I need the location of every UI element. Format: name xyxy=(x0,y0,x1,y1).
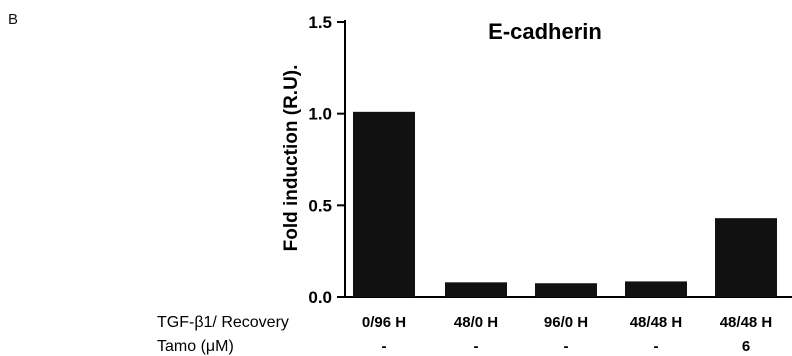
y-ticks: 0.0 0.5 1.0 1.5 xyxy=(308,13,345,307)
bar xyxy=(625,281,687,297)
x-tick-label: 48/48 H xyxy=(720,314,773,331)
bar xyxy=(445,282,507,297)
row-value: 6 xyxy=(742,338,750,355)
panel-letter: B xyxy=(8,11,18,28)
bars xyxy=(353,111,777,297)
bar xyxy=(353,111,415,297)
y-tick-label: 0.0 xyxy=(308,288,332,307)
y-tick-label: 0.5 xyxy=(308,196,332,215)
row-label: Tamo (μM) xyxy=(157,338,234,355)
y-tick-label: 1.0 xyxy=(308,105,332,124)
row-value: - xyxy=(382,338,387,355)
bar xyxy=(535,283,597,297)
row-value: - xyxy=(564,338,569,355)
x-tick-label: 48/48 H xyxy=(630,314,683,331)
row-value: - xyxy=(654,338,659,355)
category-table: TGF-β1/ Recovery 0/96 H 48/0 H 96/0 H 48/48 … xyxy=(157,314,772,355)
row-value: - xyxy=(474,338,479,355)
row-label: TGF-β1/ Recovery xyxy=(157,314,289,331)
x-tick-label: 48/0 H xyxy=(454,314,498,331)
x-tick-label: 0/96 H xyxy=(362,314,406,331)
chart-title: E-cadherin xyxy=(488,19,602,44)
y-tick-label: 1.5 xyxy=(308,13,332,32)
y-axis-label: Fold induction (R.U). xyxy=(281,65,302,252)
bar xyxy=(715,218,777,297)
x-tick-label: 96/0 H xyxy=(544,314,588,331)
